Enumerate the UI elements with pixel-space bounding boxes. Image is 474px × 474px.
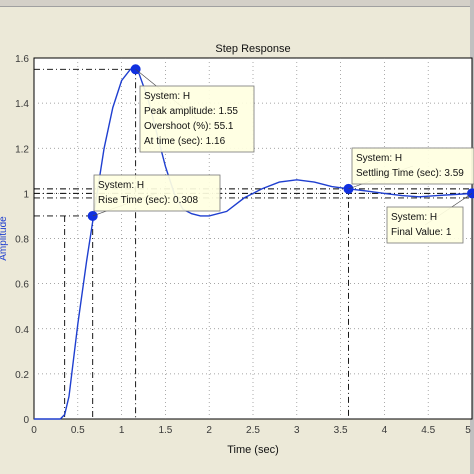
y-tick-label: 0.8 xyxy=(15,235,29,246)
x-tick-label: 1.5 xyxy=(158,425,172,436)
y-tick-label: 0 xyxy=(23,415,29,426)
y-tick-label: 1.4 xyxy=(15,99,29,110)
x-tick-label: 2 xyxy=(206,425,212,436)
datatip-box[interactable] xyxy=(351,147,474,185)
datatip-text: System: H xyxy=(356,153,402,164)
x-tick-label: 0 xyxy=(31,425,37,436)
datatip-box[interactable] xyxy=(139,85,255,153)
x-tick-label: 5 xyxy=(465,425,471,436)
datatip-text: Overshoot (%): 55.1 xyxy=(144,121,234,132)
datatip-text: Settling Time (sec): 3.59 xyxy=(356,168,464,179)
x-tick-label: 0.5 xyxy=(71,425,85,436)
datatip-box[interactable] xyxy=(93,174,221,212)
datatip-text: System: H xyxy=(144,91,190,102)
x-axis-label: Time (sec) xyxy=(227,444,279,456)
y-tick-label: 1.2 xyxy=(15,144,29,155)
datatip-text: At time (sec): 1.16 xyxy=(144,136,226,147)
y-tick-label: 1 xyxy=(23,189,29,200)
datatip-text: Final Value: 1 xyxy=(391,227,452,238)
datatip-text: Peak amplitude: 1.55 xyxy=(144,106,238,117)
x-tick-label: 4 xyxy=(382,425,388,436)
y-tick-label: 0.4 xyxy=(15,325,29,336)
datatip-text: System: H xyxy=(98,180,144,191)
x-tick-label: 3.5 xyxy=(334,425,348,436)
x-tick-label: 4.5 xyxy=(421,425,435,436)
chart-title: Step Response xyxy=(215,43,290,55)
y-tick-label: 0.2 xyxy=(15,370,29,381)
y-tick-label: 0.6 xyxy=(15,280,29,291)
x-tick-label: 2.5 xyxy=(246,425,260,436)
y-axis-label: Amplitude xyxy=(0,216,9,261)
x-tick-label: 1 xyxy=(119,425,125,436)
window-top-strip xyxy=(0,0,474,7)
datatip-box[interactable] xyxy=(386,206,464,244)
x-tick-label: 3 xyxy=(294,425,300,436)
y-tick-label: 1.6 xyxy=(15,54,29,65)
datatip-text: Rise Time (sec): 0.308 xyxy=(98,195,198,206)
data-marker[interactable] xyxy=(467,188,474,199)
datatip-text: System: H xyxy=(391,212,437,223)
